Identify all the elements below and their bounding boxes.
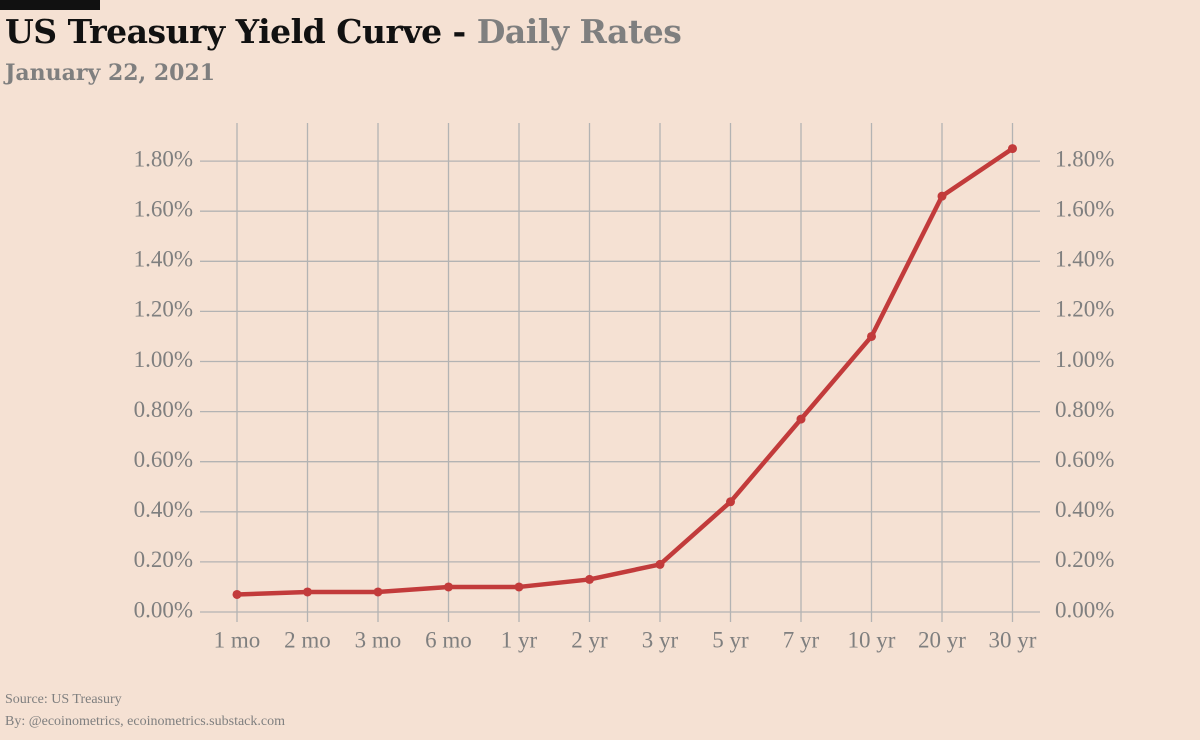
y-tick-label-right: 1.60% (1055, 196, 1114, 221)
y-tick-label-left: 0.00% (134, 597, 193, 622)
y-tick-label-right: 0.80% (1055, 397, 1114, 422)
chart-subtitle: January 22, 2021 (5, 60, 216, 86)
chart-title-highlight: Daily Rates (476, 12, 682, 51)
y-tick-label-right: 1.40% (1055, 247, 1114, 272)
yield-point (444, 582, 453, 592)
x-tick-label: 1 yr (501, 627, 538, 652)
source-note: Source: US Treasury (5, 692, 122, 707)
yield-point (232, 589, 242, 599)
yield-curve-chart: 0.00% 0.20% 0.40% 0.60% 0.80% 1.00% 1.20% 1.40%… (134, 123, 1114, 652)
x-tick-label: 7 yr (783, 627, 820, 652)
x-tick-label: 30 yr (989, 627, 1037, 652)
y-tick-label-right: 0.20% (1055, 547, 1114, 572)
x-axis: 1 mo 2 mo 3 mo 6 mo 1 yr 2 yr 3 yr 5 yr 7 yr 10 y… (214, 627, 1037, 652)
y-tick-label-left: 1.80% (134, 146, 193, 171)
y-tick-label-left: 1.20% (134, 297, 193, 322)
yield-point (796, 414, 806, 424)
y-tick-label-left: 0.40% (134, 497, 193, 522)
y-tick-label-right: 1.20% (1055, 297, 1114, 322)
chart-title: US Treasury Yield Curve - Daily Rates (5, 12, 682, 52)
y-tick-label-right: 0.40% (1055, 497, 1114, 522)
yield-point (655, 559, 665, 569)
y-tick-label-left: 0.20% (134, 547, 193, 572)
y-axis-right: 0.00% 0.20% 0.40% 0.60% 0.80% 1.00% 1.20% 1.40%… (1055, 146, 1114, 622)
yield-point (726, 497, 735, 507)
yield-point (1008, 144, 1017, 154)
chart-title-main: US Treasury Yield Curve - (5, 12, 477, 51)
y-tick-label-right: 0.60% (1055, 447, 1114, 472)
x-tick-label: 3 mo (355, 627, 402, 652)
x-tick-label: 2 yr (571, 627, 608, 652)
x-tick-label: 1 mo (214, 627, 261, 652)
y-tick-label-left: 1.00% (134, 347, 193, 372)
x-gridlines (236, 123, 1014, 622)
x-tick-label: 3 yr (642, 627, 679, 652)
x-tick-label: 6 mo (425, 627, 472, 652)
y-tick-label-right: 1.00% (1055, 347, 1114, 372)
yield-series (232, 144, 1017, 599)
y-gridlines (200, 160, 1040, 613)
y-tick-label-left: 1.40% (134, 247, 193, 272)
author-credit: By: @ecoinometrics, ecoinometrics.substa… (5, 714, 285, 729)
yield-point (303, 587, 312, 597)
x-tick-label: 2 mo (284, 627, 331, 652)
y-tick-label-right: 0.00% (1055, 597, 1114, 622)
y-tick-label-left: 1.60% (134, 196, 193, 221)
x-tick-label: 10 yr (848, 627, 896, 652)
y-tick-label-left: 0.80% (134, 397, 193, 422)
yield-line (234, 146, 1015, 597)
yield-point (514, 582, 524, 592)
x-tick-label: 5 yr (712, 627, 749, 652)
y-tick-label-right: 1.80% (1055, 146, 1114, 171)
yield-point (867, 331, 876, 341)
corner-accent-bar (0, 0, 100, 10)
x-tick-label: 20 yr (918, 627, 966, 652)
y-axis-left: 0.00% 0.20% 0.40% 0.60% 0.80% 1.00% 1.20% 1.40%… (134, 146, 193, 622)
yield-point (373, 587, 383, 597)
yield-point (585, 574, 594, 584)
y-tick-label-left: 0.60% (134, 447, 193, 472)
yield-point (937, 191, 947, 201)
